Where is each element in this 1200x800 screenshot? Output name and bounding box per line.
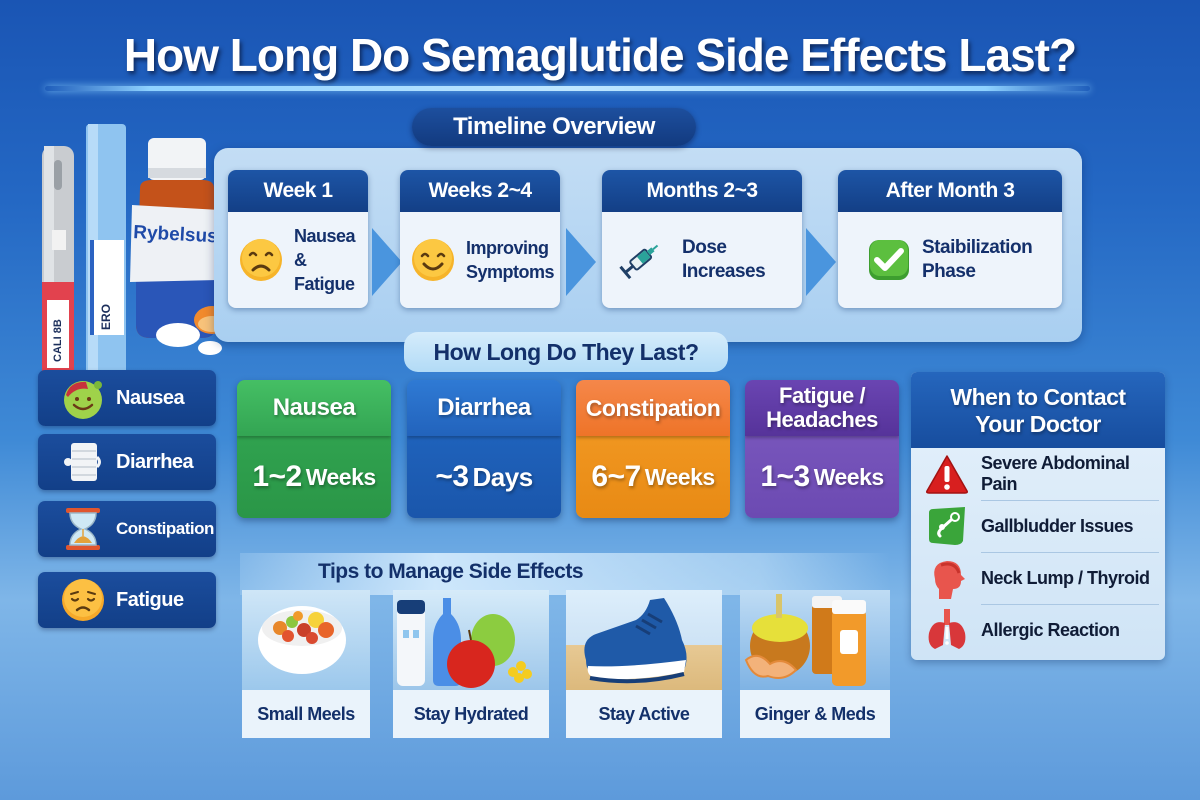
- contact-heading-line1: When to Contact: [950, 384, 1126, 410]
- contact-heading-line2: Your Doctor: [975, 411, 1101, 437]
- warning-icon: [926, 455, 968, 494]
- contact-doctor-panel: When to Contact Your Doctor Severe Abdom…: [911, 372, 1165, 660]
- ginger-meds-icon: [744, 594, 866, 686]
- contact-item: Neck Lump / Thyroid: [911, 552, 1165, 604]
- timeline-line1: Nausea: [294, 226, 356, 246]
- tip-stay-hydrated: Stay Hydrated: [393, 590, 549, 738]
- contact-doctor-heading: When to Contact Your Doctor: [911, 372, 1165, 448]
- tip-label: Ginger & Meds: [740, 690, 890, 738]
- timeline-line2: & Fatigue: [294, 250, 355, 294]
- timeline-card-weeks2-4: Weeks 2~4 Improving Symptoms: [400, 170, 560, 308]
- medication-illustration: CALI 8B ERO Rybelsus: [30, 110, 230, 430]
- checkmark-icon: [869, 240, 909, 280]
- duration-card-nausea: Nausea 1~2 Weeks: [237, 380, 391, 518]
- smile-face-icon: [412, 239, 454, 281]
- duration-card-name-line2: Headaches: [766, 407, 878, 432]
- duration-card-name: Nausea: [272, 394, 356, 421]
- pen2-label: ERO: [99, 304, 113, 330]
- bottle-label: Rybelsus: [133, 222, 218, 247]
- timeline-card-after-month3: After Month 3 Staibilization Phase: [838, 170, 1062, 308]
- hourglass-icon: [66, 508, 100, 550]
- food-bowl-icon: [258, 606, 346, 674]
- timeline-line1: Staibilization: [922, 237, 1033, 258]
- timeline-period: Months 2~3: [602, 170, 802, 212]
- lungs-icon: [928, 609, 966, 649]
- contact-item: Allergic Reaction: [911, 604, 1165, 656]
- contact-item-label: Allergic Reaction: [981, 619, 1120, 640]
- timeline-line1: Dose: [682, 237, 727, 258]
- head-profile-icon: [934, 561, 965, 599]
- timeline-period: After Month 3: [838, 170, 1062, 212]
- duration-value: 1~2: [252, 460, 302, 493]
- sad-face-icon: [240, 239, 282, 281]
- side-effect-label: Fatigue: [116, 588, 184, 611]
- tip-stay-active: Stay Active: [566, 590, 722, 738]
- side-effect-diarrhea: Diarrhea: [38, 434, 216, 490]
- timeline-line2: Increases: [682, 261, 766, 282]
- side-effect-fatigue: Fatigue: [38, 572, 216, 628]
- contact-item: Severe Abdominal Pain: [911, 448, 1165, 500]
- contact-item-label: Gallbludder Issues: [981, 515, 1134, 536]
- water-bottle-icon: [397, 598, 532, 688]
- duration-unit: Weeks: [305, 463, 376, 490]
- tips-heading-band: [240, 553, 890, 595]
- duration-value: 1~3: [760, 460, 810, 493]
- title-divider: [45, 86, 1090, 91]
- duration-card-name: Diarrhea: [437, 394, 531, 421]
- toilet-paper-icon: [64, 443, 101, 481]
- timeline-line1: Improving: [466, 238, 549, 258]
- tip-small-meals: Small Meels: [242, 590, 370, 738]
- contact-item: Gallbludder Issues: [911, 500, 1165, 552]
- duration-card-constipation: Constipation 6~7 Weeks: [576, 380, 730, 518]
- side-effect-nausea: Nausea: [38, 370, 216, 426]
- side-effect-constipation: Constipation: [38, 501, 216, 557]
- timeline-heading: Timeline Overview: [412, 108, 696, 146]
- tip-ginger-meds: Ginger & Meds: [740, 590, 890, 738]
- duration-card-fatigue-headaches: Fatigue / Headaches 1~3 Weeks: [745, 380, 899, 518]
- duration-unit: Weeks: [644, 463, 715, 490]
- side-effect-label: Diarrhea: [116, 450, 194, 473]
- duration-unit: Days: [472, 461, 534, 492]
- timeline-arrow: [806, 228, 836, 296]
- tips-heading: Tips to Manage Side Effects: [318, 560, 584, 583]
- tip-label: Small Meels: [242, 690, 370, 738]
- timeline-card-months2-3: Months 2~3 Dose Increases: [602, 170, 802, 308]
- duration-card-name-line1: Fatigue /: [779, 383, 865, 408]
- duration-unit: Weeks: [813, 463, 884, 490]
- timeline-line2: Phase: [922, 261, 976, 282]
- pen1-label: CALI 8B: [52, 319, 64, 362]
- duration-heading: How Long Do They Last?: [404, 332, 728, 372]
- timeline-card-week1: Week 1 Nausea & Fatigue: [228, 170, 368, 308]
- tired-face-icon: [62, 579, 104, 621]
- side-effect-label: Constipation: [116, 519, 214, 538]
- tip-label: Stay Hydrated: [393, 690, 549, 738]
- syringe-icon: [619, 244, 659, 280]
- sneaker-icon: [584, 598, 687, 684]
- side-effect-label: Nausea: [116, 386, 185, 409]
- tip-label: Stay Active: [566, 690, 722, 738]
- duration-card-diarrhea: Diarrhea ~3 Days: [407, 380, 561, 518]
- timeline-period: Weeks 2~4: [400, 170, 560, 212]
- contact-item-label: Severe Abdominal Pain: [981, 453, 1130, 494]
- duration-value: ~3: [435, 460, 469, 493]
- duration-value: 6~7: [591, 460, 641, 493]
- green-face-icon: [64, 381, 102, 419]
- timeline-line2: Symptoms: [466, 262, 555, 282]
- timeline-arrow: [566, 228, 596, 296]
- duration-card-name: Constipation: [585, 395, 721, 421]
- page-title: How Long Do Semaglutide Side Effects Las…: [123, 29, 1077, 81]
- contact-item-label: Neck Lump / Thyroid: [981, 567, 1150, 588]
- timeline-arrow: [372, 228, 402, 296]
- gallbladder-icon: [929, 507, 965, 545]
- timeline-period: Week 1: [228, 170, 368, 212]
